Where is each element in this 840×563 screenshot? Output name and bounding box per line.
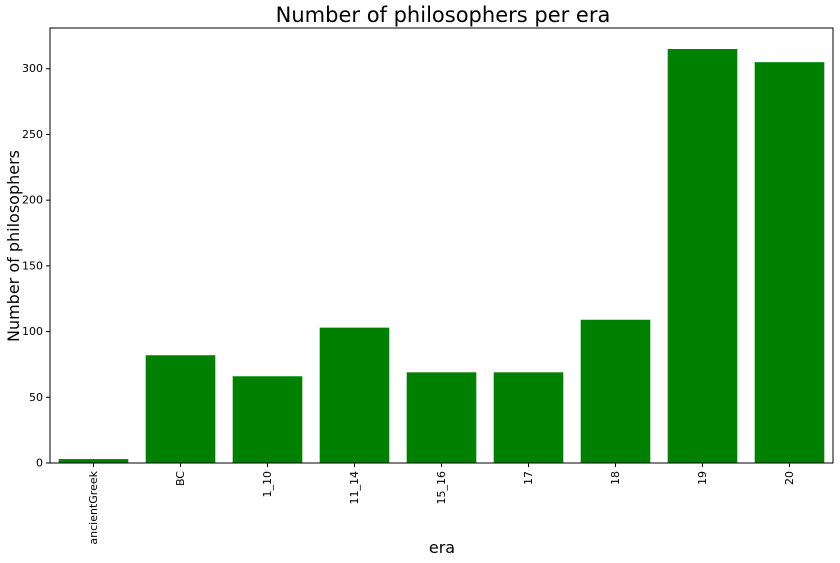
y-axis-label: Number of philosophers [4, 150, 23, 342]
x-tick-label-20: 20 [783, 471, 796, 485]
y-tick-label-250: 250 [22, 128, 43, 141]
chart-title: Number of philosophers per era [276, 3, 611, 27]
x-axis: ancientGreek BC 1_10 11_14 15_16 17 18 19 20 [87, 463, 796, 545]
bar-19 [667, 49, 738, 463]
x-tick-label-BC: BC [174, 471, 187, 486]
x-axis-label: era [429, 538, 455, 557]
x-tick-label-17: 17 [522, 471, 535, 485]
x-tick-label-1_10: 1_10 [261, 471, 274, 498]
y-tick-label-200: 200 [22, 194, 43, 207]
bar-BC [145, 355, 216, 463]
x-tick-label-15_16: 15_16 [435, 471, 448, 505]
y-tick-label-300: 300 [22, 62, 43, 75]
y-tick-label-0: 0 [36, 457, 43, 470]
bar-15_16 [406, 372, 477, 463]
x-tick-label-19: 19 [696, 471, 709, 485]
bar-18 [580, 319, 651, 463]
bar-20 [754, 62, 825, 463]
bars [58, 49, 825, 463]
bar-11_14 [319, 327, 390, 463]
x-tick-label-11_14: 11_14 [348, 471, 361, 505]
bar-17 [493, 372, 564, 463]
bar-ancientGreek [58, 459, 129, 463]
y-tick-label-50: 50 [29, 391, 43, 404]
y-axis: 0 50 100 150 200 250 300 [22, 62, 50, 470]
x-tick-label-18: 18 [609, 471, 622, 485]
y-tick-label-100: 100 [22, 325, 43, 338]
bar-1_10 [232, 376, 303, 463]
y-tick-label-150: 150 [22, 259, 43, 272]
x-tick-label-ancientGreek: ancientGreek [87, 470, 100, 544]
plot-area: 0 50 100 150 200 250 300 ancientGreek BC 1_10 11_… [22, 27, 834, 545]
